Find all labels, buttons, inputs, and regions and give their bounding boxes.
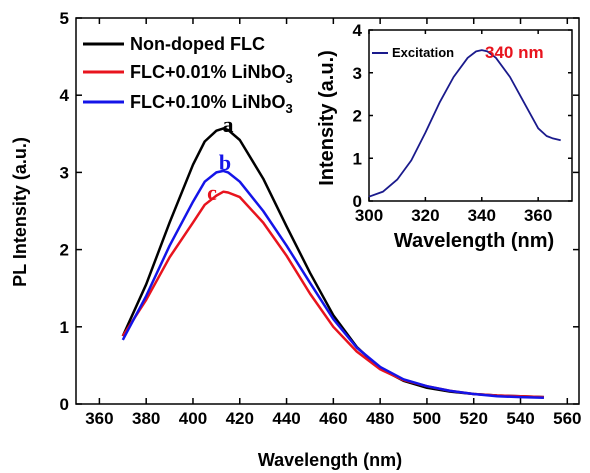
inset-curves xyxy=(368,49,561,198)
main-y-axis-label: PL Intensity (a.u.) xyxy=(10,137,30,287)
main-x-tick-label: 540 xyxy=(506,409,534,428)
main-x-tick-label: 420 xyxy=(226,409,254,428)
main-y-tick-label: 5 xyxy=(60,9,69,28)
legend-label-doped-010: FLC+0.10% LiNbO3 xyxy=(130,92,293,116)
inset-y-tick-label: 0 xyxy=(353,192,362,211)
main-x-tick-label: 440 xyxy=(272,409,300,428)
inset-legend-label: Excitation xyxy=(392,45,454,60)
main-plot-frame xyxy=(75,17,580,405)
inset-y-tick-label: 3 xyxy=(353,64,362,83)
main-x-tick-label: 500 xyxy=(413,409,441,428)
inset-x-tick-label: 360 xyxy=(524,206,552,225)
main-y-tick-label: 1 xyxy=(60,318,69,337)
main-x-axis-label: Wavelength (nm) xyxy=(258,450,402,470)
legend-label-non-doped: Non-doped FLC xyxy=(130,34,265,54)
main-series-line-3 xyxy=(121,169,544,400)
inset-axes: 300 320 340 360 0 1 2 3 4 xyxy=(353,21,572,225)
inset-x-tick-label: 340 xyxy=(468,206,496,225)
inset-series-line-1 xyxy=(368,49,561,198)
main-y-tick-label: 2 xyxy=(60,241,69,260)
curve-label-a: a xyxy=(223,112,234,137)
main-x-tick-label: 400 xyxy=(179,409,207,428)
inset-x-tick-label: 300 xyxy=(355,206,383,225)
main-x-tick-label: 380 xyxy=(132,409,160,428)
curve-label-b: b xyxy=(219,150,231,175)
main-x-tick-label: 560 xyxy=(553,409,581,428)
inset-y-tick-label: 4 xyxy=(353,21,363,40)
main-y-tick-label: 0 xyxy=(60,395,69,414)
legend-label-doped-001: FLC+0.01% LiNbO3 xyxy=(130,62,293,86)
main-x-tick-label: 360 xyxy=(85,409,113,428)
main-y-tick-label: 3 xyxy=(60,163,69,182)
curve-label-c: c xyxy=(207,180,217,205)
inset-x-tick-label: 320 xyxy=(411,206,439,225)
inset-y-axis-label: Intensity (a.u.) xyxy=(316,50,338,186)
main-x-tick-label: 480 xyxy=(366,409,394,428)
main-x-tick-label: 520 xyxy=(460,409,488,428)
inset-peak-annotation: 340 nm xyxy=(485,43,544,62)
main-legend: Non-doped FLC FLC+0.01% LiNbO3 FLC+0.10%… xyxy=(83,34,293,116)
inset-y-tick-label: 1 xyxy=(353,149,362,168)
main-curves xyxy=(121,127,544,400)
main-y-tick-label: 4 xyxy=(60,86,70,105)
inset-x-axis-label: Wavelength (nm) xyxy=(394,230,554,252)
inset-y-tick-label: 2 xyxy=(353,107,362,126)
main-x-tick-label: 460 xyxy=(319,409,347,428)
